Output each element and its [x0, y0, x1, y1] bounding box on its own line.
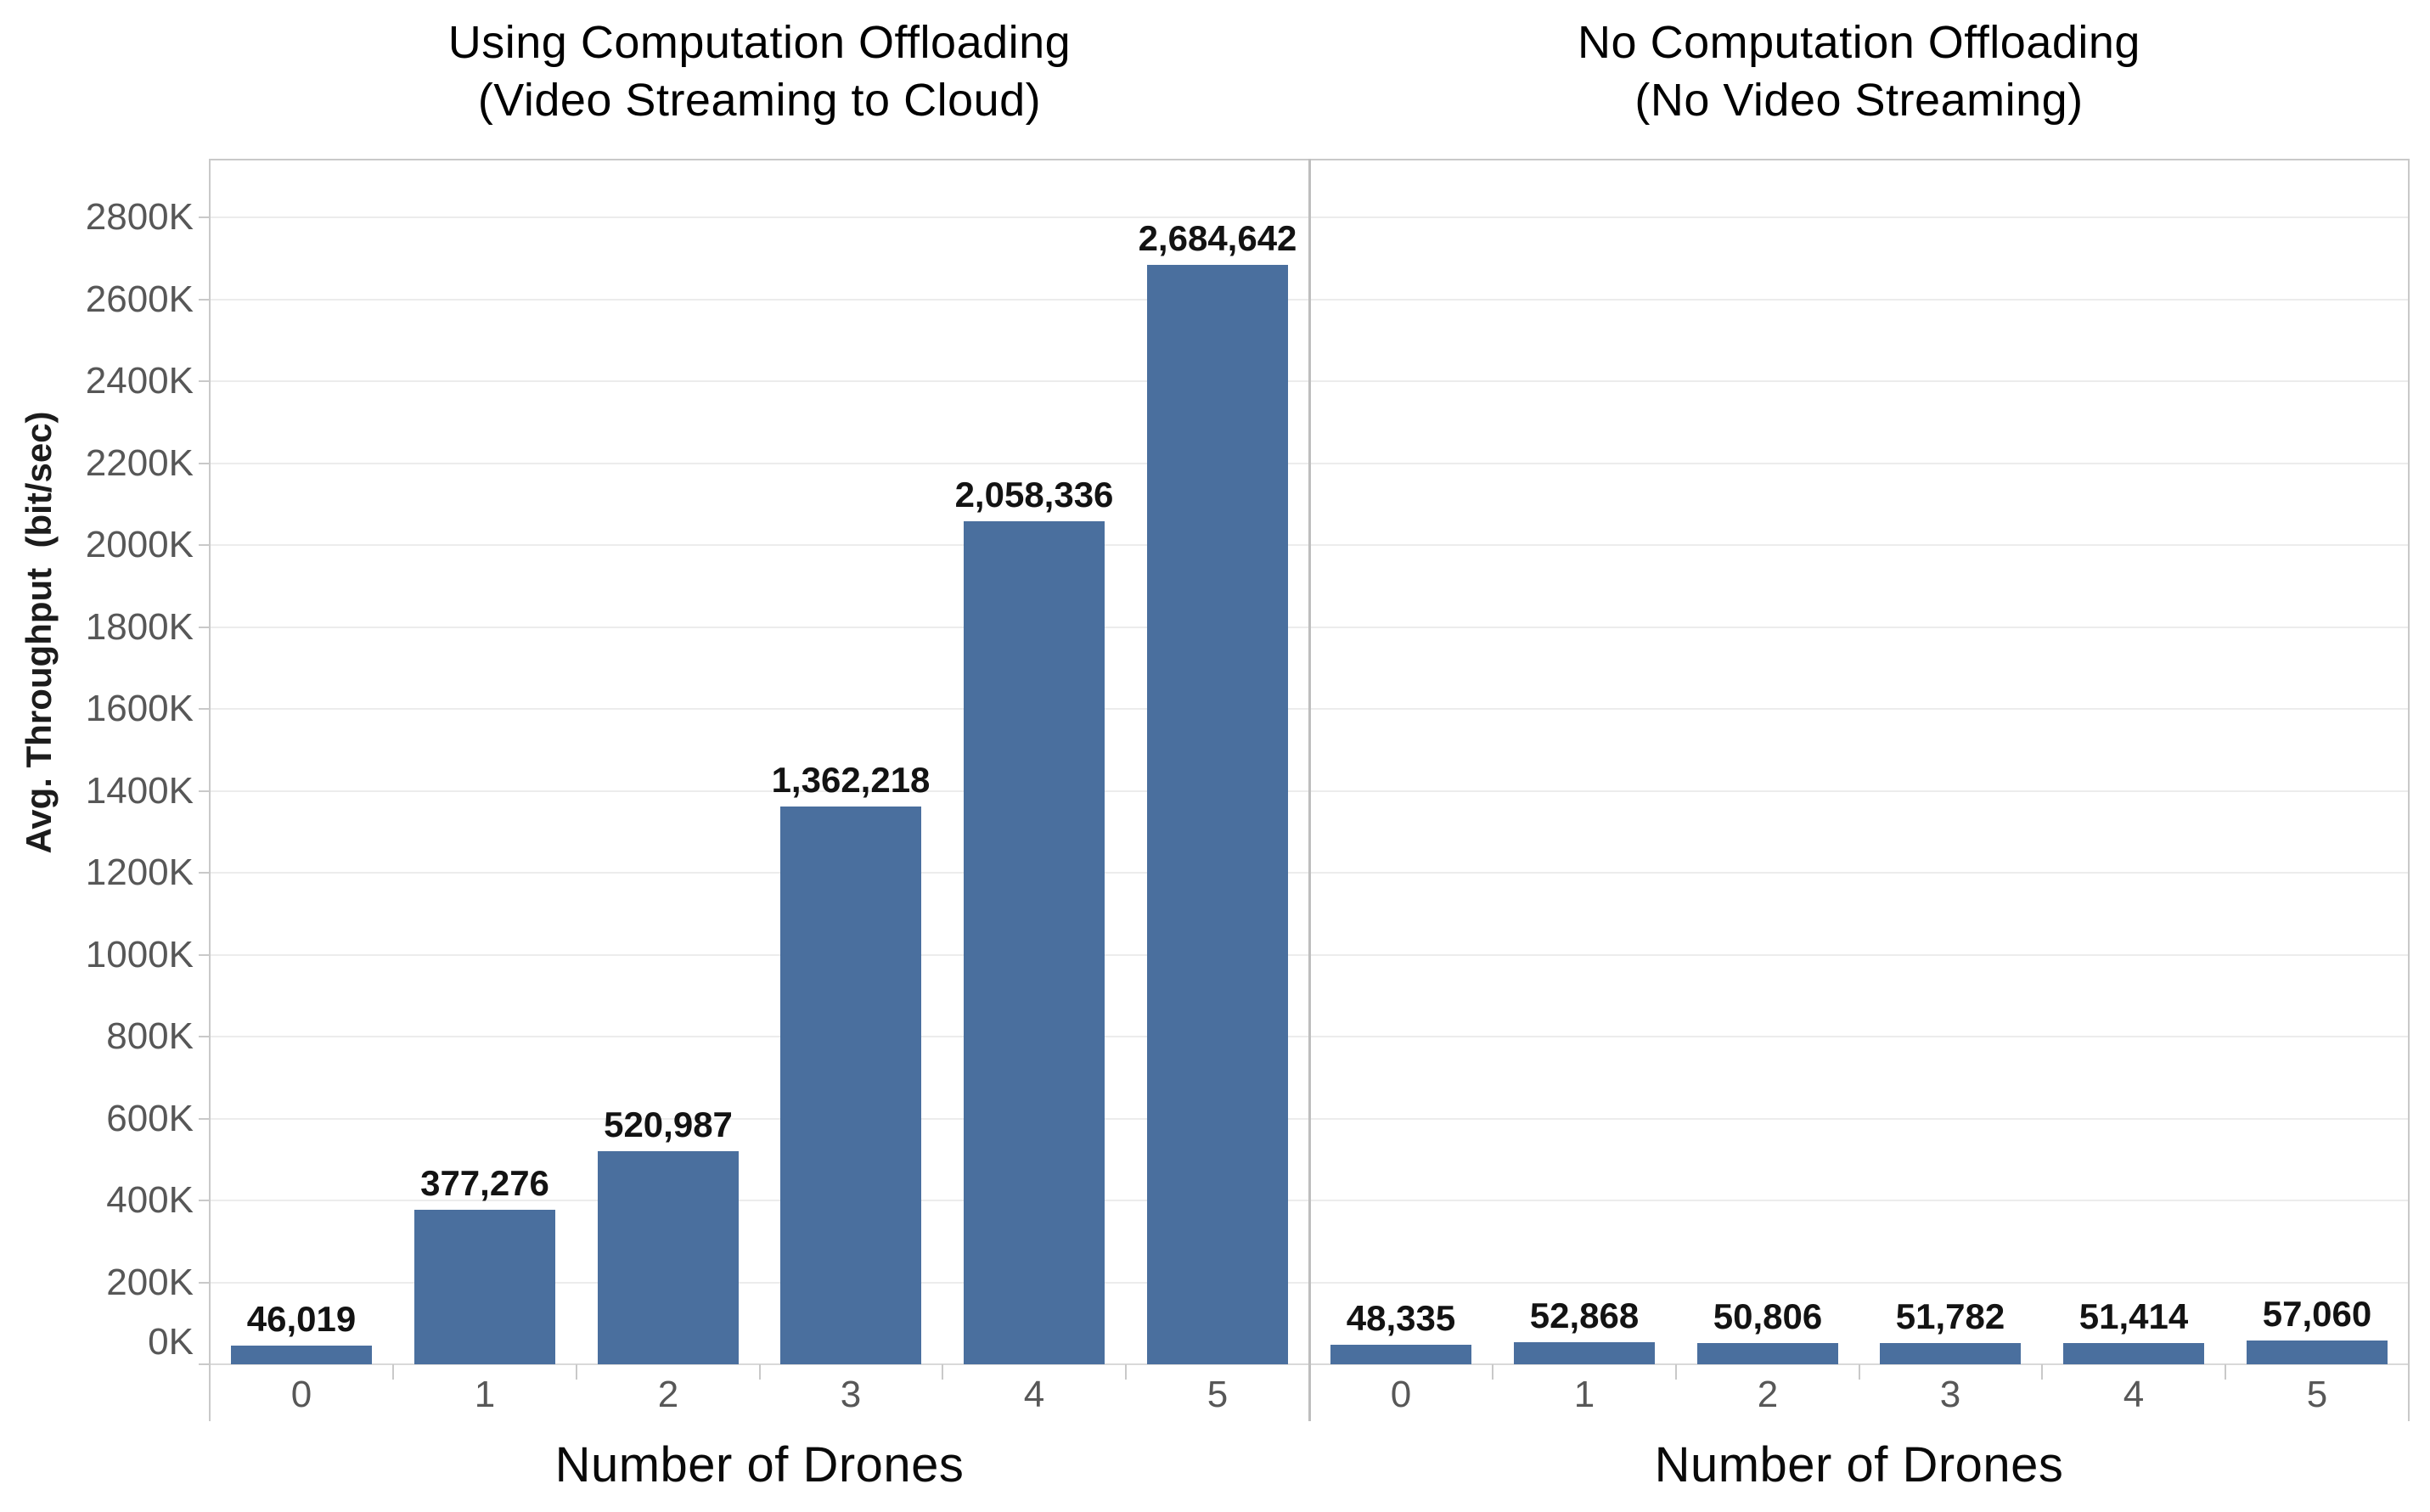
y-axis-tick — [199, 954, 210, 956]
y-axis-tick — [199, 790, 210, 792]
y-axis-tick — [199, 544, 210, 546]
y-axis-tick — [199, 708, 210, 710]
y-axis-tick — [199, 299, 210, 301]
bar-left-1[interactable] — [414, 1210, 555, 1364]
y-axis-tick — [199, 1282, 210, 1284]
bar-right-1[interactable] — [1514, 1342, 1655, 1364]
left-panel-title-line2: (Video Streaming to Cloud) — [477, 75, 1042, 126]
bar-right-5[interactable] — [2247, 1341, 2388, 1364]
bar-value-label-right-3: 51,782 — [1895, 1296, 2005, 1336]
right-panel-title: No Computation Offloading (No Video Stre… — [1309, 14, 2409, 129]
bar-value-label-left-1: 377,276 — [420, 1163, 549, 1203]
bar-value-label-right-5: 57,060 — [2262, 1294, 2372, 1334]
x-tick-label-right-1: 1 — [1573, 1374, 1595, 1415]
bar-value-label-right-2: 50,806 — [1713, 1296, 1823, 1336]
y-axis-tick — [199, 380, 210, 382]
bar-value-label-right-0: 48,335 — [1346, 1298, 1456, 1338]
y-tick-label: 800K — [106, 1015, 194, 1057]
x-tick-label-right-3: 3 — [1939, 1374, 1961, 1415]
x-tick-label-left-3: 3 — [840, 1374, 862, 1415]
left-panel-title-line1: Using Computation Offloading — [447, 17, 1072, 68]
y-axis-tick — [199, 1118, 210, 1120]
y-axis-tick — [199, 216, 210, 218]
y-tick-label: 1000K — [85, 934, 194, 975]
bar-value-label-right-4: 51,414 — [2078, 1296, 2189, 1336]
x-axis-tick — [576, 1364, 577, 1380]
bar-left-0[interactable] — [231, 1346, 372, 1364]
left-panel-title: Using Computation Offloading (Video Stre… — [210, 14, 1309, 129]
y-axis-tick — [199, 1200, 210, 1201]
bar-right-3[interactable] — [1880, 1343, 2021, 1364]
y-tick-label: 2400K — [85, 360, 194, 402]
plot-right-border — [2408, 159, 2410, 1421]
y-axis-tick — [199, 463, 210, 464]
bar-left-5[interactable] — [1147, 265, 1288, 1364]
x-axis-tick — [1675, 1364, 1677, 1380]
x-axis-tick — [1492, 1364, 1493, 1380]
y-axis-line — [209, 159, 211, 1421]
y-tick-label: 1800K — [85, 606, 194, 648]
y-tick-label: 2600K — [85, 278, 194, 320]
bar-value-label-left-4: 2,058,336 — [954, 475, 1114, 514]
x-tick-label-left-1: 1 — [474, 1374, 496, 1415]
bar-right-0[interactable] — [1330, 1345, 1471, 1364]
x-axis-tick — [2225, 1364, 2226, 1380]
y-axis-tick — [199, 627, 210, 628]
y-tick-label: 2200K — [85, 442, 194, 484]
panel-divider — [1308, 159, 1311, 1421]
y-tick-label: 600K — [106, 1098, 194, 1139]
x-tick-label-right-0: 0 — [1390, 1374, 1412, 1415]
x-tick-label-left-0: 0 — [290, 1374, 312, 1415]
right-panel-title-line2: (No Video Streaming) — [1634, 75, 2084, 126]
bar-value-label-left-3: 1,362,218 — [771, 760, 931, 800]
y-tick-label: 2000K — [85, 524, 194, 565]
x-axis-tick — [942, 1364, 943, 1380]
right-x-axis-title: Number of Drones — [1654, 1437, 2064, 1492]
y-tick-label: 2800K — [85, 196, 194, 238]
y-tick-label: 1200K — [85, 852, 194, 893]
y-tick-label: 400K — [106, 1179, 194, 1221]
bar-value-label-left-0: 46,019 — [246, 1299, 357, 1339]
x-axis-tick — [1125, 1364, 1127, 1380]
x-tick-label-right-4: 4 — [2123, 1374, 2145, 1415]
y-tick-label: 0K — [148, 1321, 194, 1363]
y-axis-tick — [199, 1363, 210, 1365]
y-tick-label: 200K — [106, 1262, 194, 1303]
bar-value-label-left-5: 2,684,642 — [1138, 218, 1297, 258]
bar-right-4[interactable] — [2063, 1343, 2204, 1364]
x-tick-label-left-2: 2 — [657, 1374, 679, 1415]
bar-left-4[interactable] — [964, 521, 1105, 1364]
x-axis-tick — [392, 1364, 394, 1380]
left-x-axis-title: Number of Drones — [554, 1437, 965, 1492]
right-panel-title-line1: No Computation Offloading — [1578, 17, 2140, 68]
x-axis-tick — [759, 1364, 761, 1380]
y-axis-tick — [199, 872, 210, 874]
x-tick-label-left-5: 5 — [1207, 1374, 1229, 1415]
y-axis-tick — [199, 1036, 210, 1037]
y-tick-label: 1600K — [85, 688, 194, 729]
y-tick-label: 1400K — [85, 770, 194, 812]
bar-value-label-right-1: 52,868 — [1529, 1296, 1640, 1335]
x-tick-label-right-5: 5 — [2306, 1374, 2328, 1415]
bar-value-label-left-2: 520,987 — [604, 1104, 733, 1144]
x-axis-tick — [2041, 1364, 2043, 1380]
x-tick-label-right-2: 2 — [1757, 1374, 1779, 1415]
bar-left-2[interactable] — [598, 1151, 739, 1364]
x-axis-tick — [1859, 1364, 1860, 1380]
x-tick-label-left-4: 4 — [1023, 1374, 1045, 1415]
bar-left-3[interactable] — [780, 807, 921, 1364]
bar-right-2[interactable] — [1697, 1343, 1838, 1364]
